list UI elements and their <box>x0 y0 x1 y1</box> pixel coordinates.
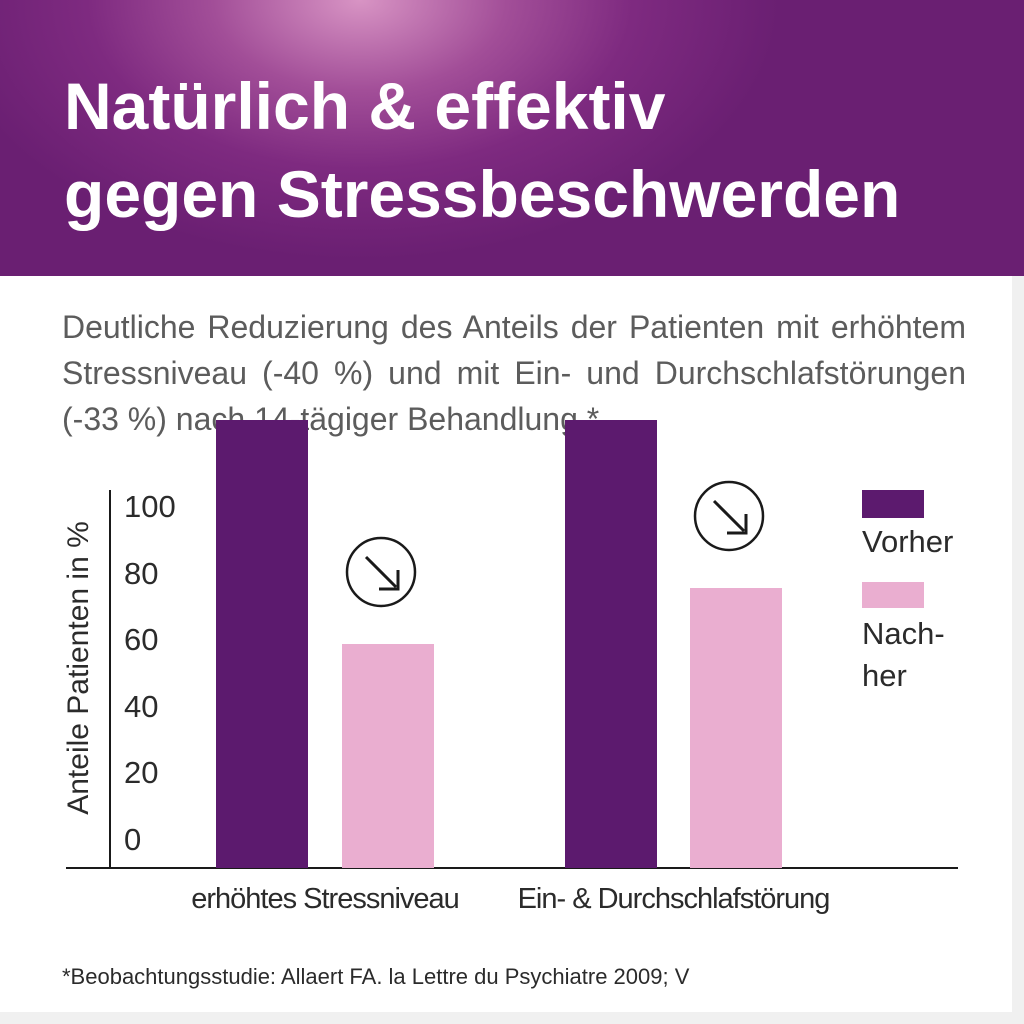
y-tick-label: 20 <box>124 755 158 790</box>
y-tick-label: 40 <box>124 689 158 724</box>
arrow-circle <box>693 480 765 552</box>
chart-labels: 0 20 40 60 80 100 Anteile Patienten in % erhöht… <box>62 480 830 915</box>
y-tick-label: 0 <box>124 822 141 857</box>
arrow-circle <box>345 536 417 608</box>
title-line-2: gegen Stressbeschwerden <box>64 157 901 231</box>
legend-label-nachher-1: Nach- <box>862 616 945 651</box>
legend-label-nachher-2: her <box>862 658 907 693</box>
y-axis-title: Anteile Patienten in % <box>62 521 95 815</box>
bar-nachher-2 <box>690 588 782 868</box>
bar-vorher-2 <box>565 420 657 868</box>
arrow-head <box>727 514 748 535</box>
down-right-arrow-icon <box>693 480 765 552</box>
chart-legend: Vorher Nach-her <box>862 490 953 693</box>
arrow-head <box>379 570 400 591</box>
intro-text: Deutliche Reduzierung des Anteils der Pa… <box>62 309 966 437</box>
y-tick-label: 100 <box>124 489 176 524</box>
chart-bars <box>216 420 782 868</box>
x-category-label: Ein- & Durchschlafstörung <box>518 883 830 915</box>
legend-swatch-vorher <box>862 490 924 518</box>
arrow-shaft <box>364 555 398 589</box>
title-line-1: Natürlich & effektiv <box>64 69 666 143</box>
legend-swatch-nachher <box>862 582 924 608</box>
arrow-shaft <box>712 499 746 533</box>
bar-vorher-1 <box>216 420 308 868</box>
footnote: *Beobachtungsstudie: Allaert FA. la Lett… <box>62 964 690 989</box>
y-tick-label: 80 <box>124 556 158 591</box>
page-title: Natürlich & effektiv gegen Stressbeschwe… <box>64 62 900 238</box>
down-right-arrow-icon <box>345 536 417 608</box>
x-category-label: erhöhtes Stressniveau <box>191 883 459 915</box>
bar-nachher-1 <box>342 644 434 868</box>
legend-label-vorher: Vorher <box>862 524 953 559</box>
chart-axes <box>66 490 958 869</box>
content-card <box>0 276 1012 1012</box>
y-tick-label: 60 <box>124 622 158 657</box>
header-banner: Natürlich & effektiv gegen Stressbeschwe… <box>0 0 1024 276</box>
